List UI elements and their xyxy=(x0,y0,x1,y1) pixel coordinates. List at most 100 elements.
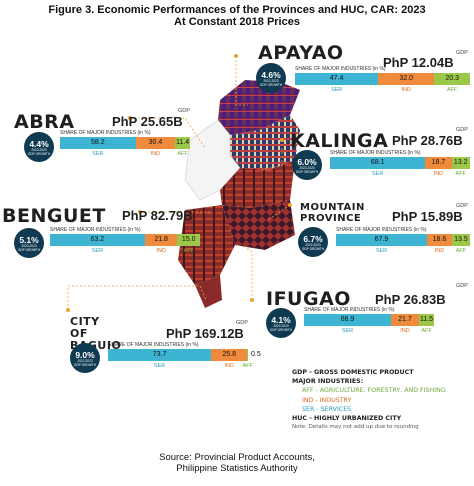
growth-period: 2022-2023 xyxy=(299,166,315,170)
growth-label: GDP GROWTH xyxy=(295,169,319,174)
benguet-area xyxy=(178,205,235,285)
share-label: SHARE OF MAJOR INDUSTRIES (in %) xyxy=(60,130,151,136)
bar-segment-ser: 66.9 xyxy=(304,314,391,326)
growth-value: 4.1% xyxy=(271,315,291,325)
source-note: Source: Provincial Product Accounts, Phi… xyxy=(0,452,474,474)
bar-segment-aff: 13.2 xyxy=(451,157,470,169)
growth-value: 5.1% xyxy=(19,235,39,245)
car-region-map xyxy=(178,80,300,308)
bar-segment-ind: 25.8 xyxy=(211,349,248,361)
figure-title: Figure 3. Economic Performances of the P… xyxy=(0,4,474,28)
gdp-value: PhP 28.76B xyxy=(392,133,463,148)
bar-label-ser: SER xyxy=(341,328,354,334)
bar-label-ser: SER xyxy=(153,363,166,369)
growth-period: 2022-2023 xyxy=(273,324,289,328)
share-label: SHARE OF MAJOR INDUSTRIES (in %) xyxy=(336,227,427,233)
growth-label: GDP GROWTH xyxy=(73,362,97,367)
bar-label-ind: IND xyxy=(433,171,444,177)
region-name: BENGUET xyxy=(2,205,106,227)
region-name-line1: CITY OF xyxy=(70,315,100,340)
growth-badge: 6.7% 2022-2023 GDP GROWTH xyxy=(298,227,328,257)
bar-label-aff: AFF xyxy=(421,328,432,334)
gdp-tag: GDP xyxy=(178,108,190,114)
bar-segment-ind: 18.6 xyxy=(426,234,452,246)
growth-badge: 4.6% 2022-2023 GDP GROWTH xyxy=(256,63,286,93)
share-label: SHARE OF MAJOR INDUSTRIES (in %) xyxy=(330,150,421,156)
bar-label-ser: SER xyxy=(91,248,104,254)
bar-label-aff: AFF xyxy=(242,363,253,369)
gdp-value: PhP 15.89B xyxy=(392,209,463,224)
legend: GDP - GROSS DOMESTIC PRODUCT MAJOR INDUS… xyxy=(292,368,446,432)
region-name: KALINGA xyxy=(290,130,389,152)
gdp-tag: GDP xyxy=(456,50,468,56)
growth-period: 2022-2023 xyxy=(263,79,279,83)
share-label: SHARE OF MAJOR INDUSTRIES (in %) xyxy=(108,342,199,348)
bar-label-ser: SER xyxy=(372,171,384,177)
growth-label: GDP GROWTH xyxy=(17,247,41,252)
gdp-value: PhP 25.65B xyxy=(112,114,183,129)
figure-title-line2: At Constant 2018 Prices xyxy=(174,16,300,28)
bar-segment-aff: 11.5 xyxy=(419,314,434,326)
ifugao-area xyxy=(222,200,295,250)
bar-label-ind: IND xyxy=(156,248,166,254)
bar-label-ind: IND xyxy=(150,151,161,157)
bar-label-aff: AFF xyxy=(177,151,188,157)
growth-badge: 5.1% 2022-2023 GDP GROWTH xyxy=(14,228,44,258)
source-line2: Philippine Statistics Authority xyxy=(176,463,298,474)
share-bar: 63.2 21.8 15.0 xyxy=(50,234,200,246)
source-line1: Source: Provincial Product Accounts, xyxy=(159,452,315,463)
gdp-value: PhP 82.79B xyxy=(122,208,193,223)
gdp-tag: GDP xyxy=(456,127,468,133)
bar-segment-ind: 18.7 xyxy=(425,157,452,169)
region-name: MOUNTAIN PROVINCE xyxy=(300,202,365,224)
bar-label-ind: IND xyxy=(224,363,234,369)
region-name: IFUGAO xyxy=(266,288,351,310)
gdp-value: PhP 12.04B xyxy=(383,55,454,70)
legend-ser: SER - SERVICES xyxy=(302,405,352,413)
gdp-tag: GDP xyxy=(456,283,468,289)
kalinga-area xyxy=(230,115,300,170)
growth-label: GDP GROWTH xyxy=(301,246,325,251)
growth-value: 9.0% xyxy=(75,350,95,360)
share-bar: 58.2 30.4 11.4 xyxy=(60,137,190,149)
bar-segment-aff: 20.3 xyxy=(434,73,470,85)
bar-label-aff: AFF xyxy=(446,87,458,93)
gdp-value: PhP 169.12B xyxy=(166,326,244,341)
bar-label-ind: IND xyxy=(434,248,445,254)
growth-period: 2022-2023 xyxy=(21,244,37,248)
baguio-area xyxy=(195,275,222,308)
share-bar: 68.1 18.7 13.2 xyxy=(330,157,470,169)
growth-label: GDP GROWTH xyxy=(269,327,293,332)
region-name-line1: MOUNTAIN xyxy=(300,202,365,213)
bar-label-ser: SER xyxy=(375,248,388,254)
growth-badge: 9.0% 2022-2023 GDP GROWTH xyxy=(70,343,100,373)
share-label: SHARE OF MAJOR INDUSTRIES (in %) xyxy=(50,227,141,233)
bar-segment-ind: 21.7 xyxy=(390,314,420,326)
growth-value: 6.0% xyxy=(297,157,317,167)
growth-badge: 4.4% 2022-2023 GDP GROWTH xyxy=(24,132,54,162)
bar-segment-aff: 13.5 xyxy=(451,234,470,246)
gdp-tag: GDP xyxy=(456,203,468,209)
growth-value: 4.4% xyxy=(29,139,49,149)
share-bar: 67.9 18.6 13.5 xyxy=(336,234,470,246)
mountain-province-area xyxy=(220,160,295,208)
bar-segment-ser: 47.4 xyxy=(295,73,379,85)
figure-title-line1: Figure 3. Economic Performances of the P… xyxy=(48,4,426,16)
growth-label: GDP GROWTH xyxy=(27,151,51,156)
growth-period: 2022-2023 xyxy=(77,359,93,363)
legend-ind: IND - INDUSTRY xyxy=(302,396,352,404)
apayao-area xyxy=(218,80,300,135)
growth-period: 2022-2023 xyxy=(305,243,321,247)
region-name: APAYAO xyxy=(258,42,344,64)
bar-segment-ser: 73.7 xyxy=(108,349,212,361)
legend-note: Note: Details may not add up due to roun… xyxy=(292,424,419,431)
bar-segment-ind: 21.8 xyxy=(144,234,178,246)
bar-segment-ser: 63.2 xyxy=(50,234,145,246)
bar-label-ind: IND xyxy=(401,87,411,93)
gdp-tag: GDP xyxy=(236,320,248,326)
bar-label-aff: AFF xyxy=(455,171,466,177)
bar-segment-ser: 68.1 xyxy=(330,157,426,169)
share-bar: 73.7 25.8 0.5 xyxy=(108,349,261,361)
bar-segment-aff xyxy=(247,349,248,361)
share-label: SHARE OF MAJOR INDUSTRIES (in %) xyxy=(304,307,395,313)
